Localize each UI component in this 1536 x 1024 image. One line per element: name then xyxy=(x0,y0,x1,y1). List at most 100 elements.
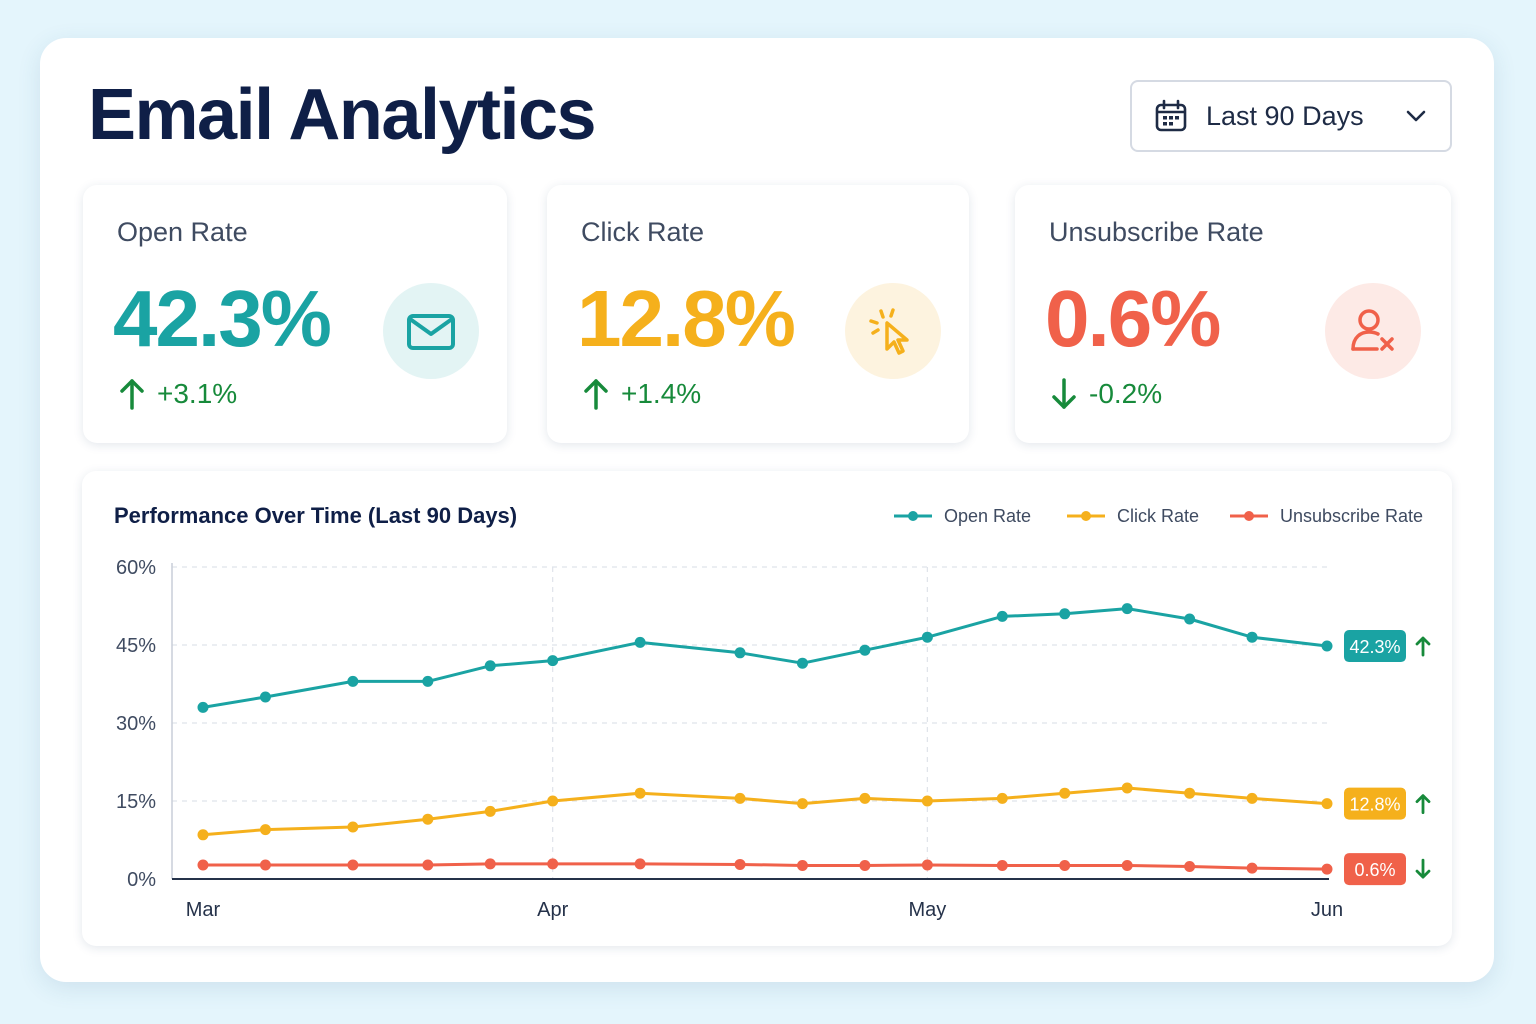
end-value-label: 12.8% xyxy=(1349,795,1400,815)
data-point[interactable] xyxy=(1184,861,1196,873)
date-range-label: Last 90 Days xyxy=(1206,100,1364,131)
x-tick-label: Jun xyxy=(1311,899,1343,921)
trend-arrow-up-icon xyxy=(1415,636,1431,657)
kpi-card-open-rate: Open Rate 42.3% +3.1% xyxy=(83,185,507,443)
end-value-label: 0.6% xyxy=(1354,860,1395,880)
data-point[interactable] xyxy=(547,858,559,870)
data-point[interactable] xyxy=(996,610,1008,622)
data-point[interactable] xyxy=(259,691,271,703)
series-line xyxy=(203,862,1328,871)
performance-line-chart: Performance Over Time (Last 90 Days) Open… xyxy=(114,503,1431,921)
data-point[interactable] xyxy=(1121,603,1133,615)
series-line xyxy=(202,786,1328,837)
data-point[interactable] xyxy=(1184,613,1196,625)
kpi-delta: +1.4% xyxy=(581,377,701,411)
data-point[interactable] xyxy=(547,655,559,667)
data-point[interactable] xyxy=(1321,640,1333,652)
data-point[interactable] xyxy=(921,631,933,643)
data-point[interactable] xyxy=(1059,608,1071,620)
arrow-down-icon xyxy=(1052,378,1076,409)
y-tick-label: 30% xyxy=(116,713,156,735)
data-point[interactable] xyxy=(1121,782,1133,794)
arrow-up-icon xyxy=(120,379,144,410)
cursor-click-icon xyxy=(869,308,909,355)
data-point[interactable] xyxy=(197,859,209,871)
data-point[interactable] xyxy=(796,859,808,871)
page-title: Email Analytics xyxy=(88,75,597,155)
end-value-badge xyxy=(1344,853,1406,886)
data-point[interactable] xyxy=(484,805,496,817)
end-value-badge xyxy=(1344,787,1406,820)
data-point[interactable] xyxy=(347,859,359,871)
data-point[interactable] xyxy=(259,859,271,871)
data-point[interactable] xyxy=(859,859,871,871)
data-point[interactable] xyxy=(1246,631,1258,643)
kpi-label: Unsubscribe Rate xyxy=(1049,217,1264,247)
legend-label: Open Rate xyxy=(944,506,1031,526)
data-point[interactable] xyxy=(796,798,808,810)
legend-marker xyxy=(1081,511,1091,521)
data-point[interactable] xyxy=(422,859,434,871)
end-value-label: 42.3% xyxy=(1349,637,1400,657)
x-tick-label: Mar xyxy=(186,899,221,921)
data-point[interactable] xyxy=(921,795,933,807)
dashboard-panel: Email Analytics Last 90 Days Open Rate 4… xyxy=(40,38,1494,982)
data-point[interactable] xyxy=(547,795,559,807)
kpi-card-click-rate: Click Rate 12.8% +1.4% xyxy=(547,185,969,443)
series-line xyxy=(202,607,1328,709)
data-point[interactable] xyxy=(1321,863,1333,875)
data-point[interactable] xyxy=(734,858,746,870)
data-point[interactable] xyxy=(1059,787,1071,799)
kpi-label: Open Rate xyxy=(117,217,248,247)
kpi-delta-value: -0.2% xyxy=(1089,378,1163,409)
data-point[interactable] xyxy=(996,859,1008,871)
kpi-delta-value: +3.1% xyxy=(157,378,238,409)
data-point[interactable] xyxy=(734,647,746,659)
kpi-icon-badge xyxy=(845,283,941,379)
data-point[interactable] xyxy=(422,813,434,825)
data-point[interactable] xyxy=(859,644,871,656)
data-point[interactable] xyxy=(734,792,746,804)
data-point[interactable] xyxy=(259,824,271,836)
trend-arrow-up-icon xyxy=(1415,794,1431,814)
data-point[interactable] xyxy=(197,701,209,713)
kpi-delta: -0.2% xyxy=(1049,377,1162,411)
calendar-icon xyxy=(1155,99,1187,132)
data-point[interactable] xyxy=(859,792,871,804)
data-point[interactable] xyxy=(921,859,933,871)
data-point[interactable] xyxy=(1184,787,1196,799)
chevron-down-icon xyxy=(1406,110,1426,122)
data-point[interactable] xyxy=(1059,859,1071,871)
user-remove-icon xyxy=(1351,309,1394,351)
data-point[interactable] xyxy=(634,636,646,648)
kpi-card-unsubscribe-rate: Unsubscribe Rate 0.6% -0.2% xyxy=(1015,185,1451,443)
data-point[interactable] xyxy=(1246,792,1258,804)
date-range-dropdown[interactable]: Last 90 Days xyxy=(1130,80,1452,152)
legend-label: Unsubscribe Rate xyxy=(1280,506,1423,526)
data-point[interactable] xyxy=(634,787,646,799)
x-tick-label: May xyxy=(908,899,946,921)
data-point[interactable] xyxy=(347,821,359,833)
y-tick-label: 45% xyxy=(116,635,156,657)
data-point[interactable] xyxy=(484,660,496,672)
data-point[interactable] xyxy=(347,675,359,687)
data-point[interactable] xyxy=(634,858,646,870)
data-point[interactable] xyxy=(1246,862,1258,874)
kpi-delta: +3.1% xyxy=(117,377,237,411)
data-point[interactable] xyxy=(484,858,496,870)
data-point[interactable] xyxy=(796,657,808,669)
data-point[interactable] xyxy=(197,829,209,841)
performance-chart-card: Performance Over Time (Last 90 Days) Open… xyxy=(82,471,1452,946)
data-point[interactable] xyxy=(996,792,1008,804)
y-tick-label: 0% xyxy=(127,869,156,891)
x-tick-label: Apr xyxy=(537,899,568,921)
kpi-icon-badge xyxy=(1325,283,1421,379)
kpi-icon-badge xyxy=(383,283,479,379)
data-point[interactable] xyxy=(1321,798,1333,810)
envelope-icon xyxy=(407,314,455,350)
data-point[interactable] xyxy=(1121,859,1133,871)
kpi-value: 0.6% xyxy=(1045,274,1221,363)
legend-marker xyxy=(1244,511,1254,521)
data-point[interactable] xyxy=(422,675,434,687)
chart-title: Performance Over Time (Last 90 Days) xyxy=(114,503,517,528)
